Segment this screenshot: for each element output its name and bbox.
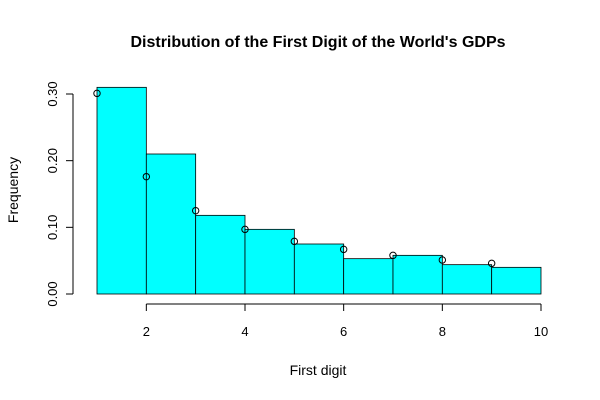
benford-point-5 [290, 237, 299, 246]
benford-point-3 [191, 206, 200, 215]
benford-point-9 [487, 259, 496, 268]
histogram-bar-3 [195, 214, 246, 295]
benford-point-1 [93, 89, 101, 98]
histogram-bar-7 [392, 254, 443, 295]
y-axis: 0.00 0.10 0.20 0.30 [45, 81, 74, 307]
y-tick-label: 0.10 [45, 215, 60, 240]
benford-point-4 [241, 225, 249, 234]
histogram-bar-6 [343, 258, 394, 295]
histogram-bar-1 [96, 86, 147, 295]
x-tick-label: 10 [534, 324, 548, 339]
histogram-bar-9 [491, 266, 542, 295]
y-axis-label: Frequency [5, 157, 21, 223]
histogram-bar-2 [145, 153, 197, 295]
bars-group [96, 86, 542, 295]
x-tick-label: 8 [439, 324, 446, 339]
benford-point-6 [339, 245, 348, 254]
benford-points-group [93, 89, 496, 268]
chart-title: Distribution of the First Digit of the W… [130, 34, 505, 51]
x-tick-label: 2 [143, 324, 150, 339]
benford-point-8 [438, 256, 447, 264]
histogram-bar-5 [293, 243, 345, 295]
x-axis: 2 4 6 8 10 [143, 303, 548, 339]
x-tick-label: 6 [340, 324, 347, 339]
histogram-bar-4 [244, 228, 295, 295]
y-tick-label: 0.00 [45, 281, 60, 306]
y-tick-label: 0.20 [45, 148, 60, 173]
histogram-bar-8 [441, 264, 493, 295]
benford-point-7 [389, 251, 397, 260]
y-tick-label: 0.30 [45, 81, 60, 106]
benford-point-2 [142, 172, 151, 181]
x-tick-label: 4 [241, 324, 248, 339]
x-axis-label: First digit [290, 362, 347, 378]
